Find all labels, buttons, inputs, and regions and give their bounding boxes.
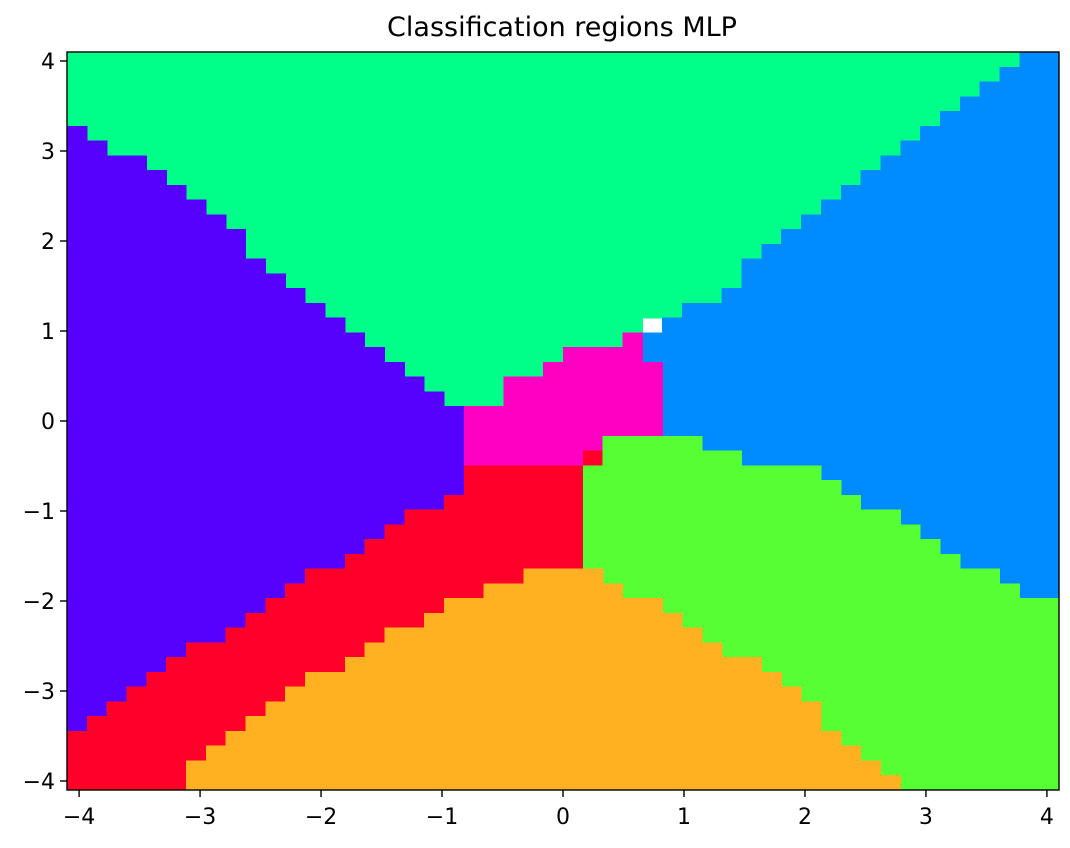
x-axis: −4 −3 −2 −1 0 1 2 3 4 [63, 790, 1054, 830]
x-tick-label: −2 [305, 805, 337, 830]
x-tick-label: −3 [184, 805, 216, 830]
chart-title: Classification regions MLP [387, 12, 737, 43]
y-tick-label: −3 [23, 680, 55, 705]
x-tick-label: 0 [556, 805, 570, 830]
y-tick-label: 2 [41, 230, 55, 255]
x-tick-label: −1 [426, 805, 458, 830]
x-tick-label: 4 [1040, 805, 1054, 830]
y-axis: −4 −3 −2 −1 0 1 2 3 4 [23, 50, 67, 795]
region-class-2 [642, 52, 1060, 599]
x-tick-label: 3 [919, 805, 933, 830]
region-class-0 [67, 125, 465, 732]
region-class-1 [67, 52, 1020, 407]
y-tick-label: −1 [23, 500, 55, 525]
x-tick-label: 1 [677, 805, 691, 830]
region-class-4 [67, 450, 604, 791]
x-tick-label: 2 [798, 805, 812, 830]
x-tick-label: −4 [63, 805, 95, 830]
region-class-5 [582, 435, 1060, 791]
y-tick-label: −2 [23, 590, 55, 615]
y-tick-label: 3 [41, 140, 55, 165]
y-tick-label: 0 [41, 410, 55, 435]
region-class-3 [463, 332, 663, 466]
region-layer [67, 52, 1060, 791]
y-tick-label: 4 [41, 50, 55, 75]
region-class-6 [186, 568, 901, 791]
y-tick-label: −4 [23, 770, 55, 795]
y-tick-label: 1 [41, 320, 55, 345]
